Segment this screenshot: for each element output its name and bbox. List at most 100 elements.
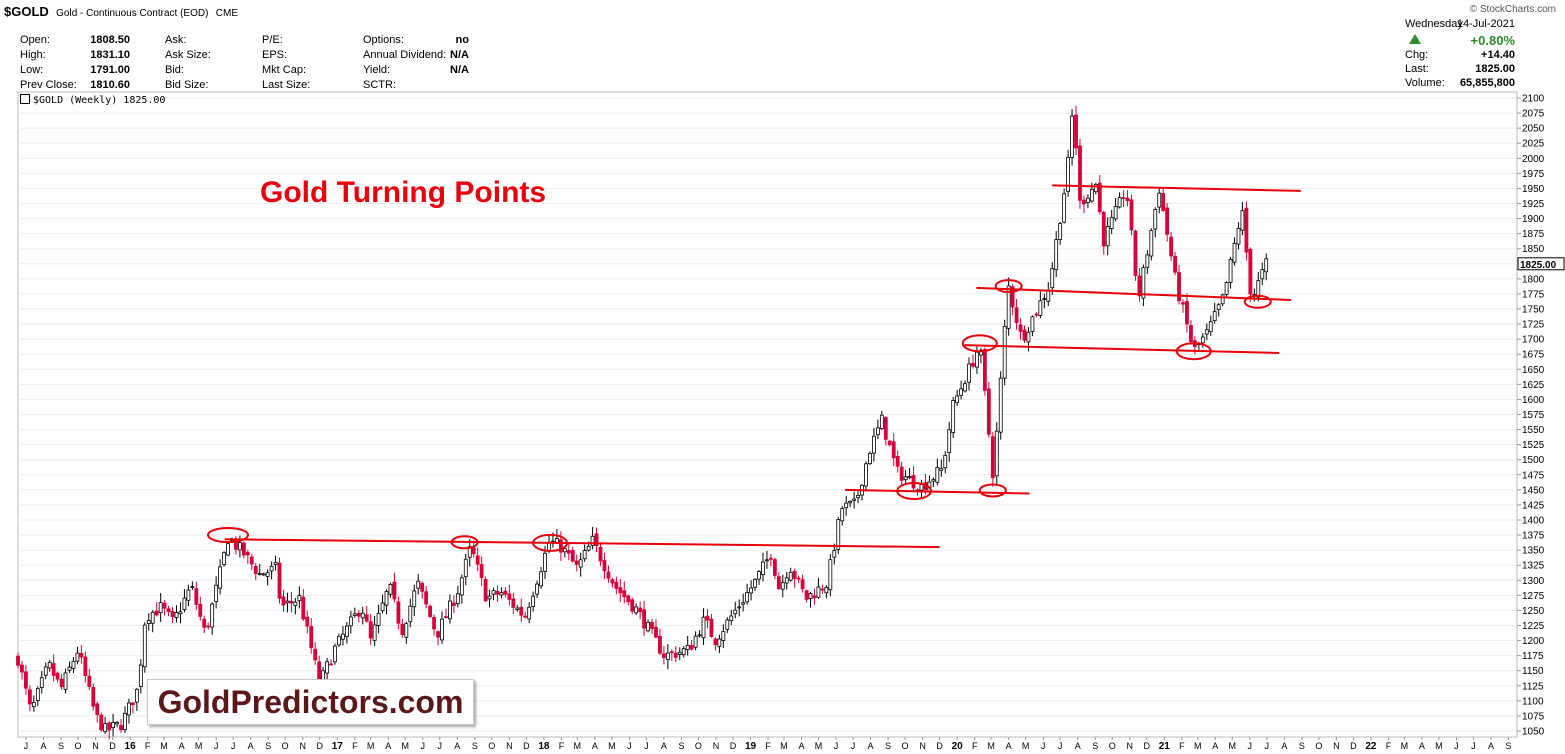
candle-down <box>301 596 306 620</box>
candle-up <box>780 582 785 590</box>
y-tick-label: 1600 <box>1522 395 1545 406</box>
candle-down <box>1129 199 1134 231</box>
candle-up <box>142 624 147 668</box>
y-tick-label: 1125 <box>1522 681 1544 692</box>
symbol-legend: $GOLD (Weekly) 1825.00 <box>20 94 165 106</box>
turning-point-circle <box>961 334 998 353</box>
candle-down <box>558 539 563 553</box>
x-tick-label: A <box>592 741 598 751</box>
candle-up <box>360 612 365 619</box>
candle-up <box>697 634 702 637</box>
candle-up <box>646 621 650 632</box>
candle-down <box>24 671 28 689</box>
quote-label: High: <box>20 49 46 61</box>
turning-point-circle <box>1175 342 1212 361</box>
candle-down <box>1014 307 1019 323</box>
candle-up <box>1089 188 1094 202</box>
x-tick-label: F <box>972 741 978 751</box>
x-tick-label: F <box>1179 741 1185 751</box>
x-tick-label: M <box>160 741 168 751</box>
quote-value: no <box>455 34 469 46</box>
candle-up <box>138 664 143 687</box>
candle-down <box>1078 145 1082 201</box>
quote-label: Ask: <box>165 34 187 46</box>
candle-down <box>154 610 159 616</box>
candle-up <box>1256 280 1261 298</box>
candle-down <box>451 602 456 606</box>
candle-up <box>293 601 298 606</box>
candle-down <box>329 663 333 666</box>
candle-down <box>277 562 282 599</box>
candle-down <box>1097 182 1102 213</box>
candle-down <box>662 653 666 658</box>
candle-up <box>994 430 999 477</box>
summary-value: 65,855,800 <box>1459 77 1515 89</box>
candle-up <box>412 590 417 608</box>
candle-down <box>820 588 825 591</box>
candle-down <box>253 566 258 574</box>
turning-point-circle <box>1243 294 1272 309</box>
candle-up <box>440 618 444 641</box>
candle-down <box>1022 329 1027 341</box>
x-tick-label: 16 <box>125 741 137 752</box>
candle-up <box>852 498 857 501</box>
x-tick-label: M <box>608 741 616 751</box>
quote-label: Last Size: <box>262 79 311 91</box>
candle-up <box>693 635 698 648</box>
y-tick-label: 1725 <box>1522 320 1545 331</box>
turning-point-circle <box>896 482 933 501</box>
summary-value: +14.40 <box>1481 49 1515 61</box>
candle-down <box>364 614 369 622</box>
candle-down <box>59 678 64 688</box>
y-tick-label: 1275 <box>1522 591 1545 602</box>
quote-value: 1808.50 <box>90 34 130 46</box>
candle-down <box>594 533 599 547</box>
candle-up <box>737 606 742 609</box>
trend-line <box>976 286 1292 301</box>
candle-up <box>134 688 139 703</box>
candle-up <box>1117 197 1122 208</box>
y-tick-label: 1175 <box>1522 651 1544 662</box>
candle-up <box>1216 304 1221 311</box>
chart-header: $GOLD Gold - Continuous Contract (EOD) C… <box>4 4 238 19</box>
quote-sctr-row: SCTR: <box>363 78 469 93</box>
quote-label: Low: <box>20 64 44 76</box>
x-tick-label: 19 <box>745 741 757 752</box>
y-tick-label: 1075 <box>1522 711 1545 722</box>
candle-down <box>475 555 480 565</box>
quote-label: EPS: <box>262 49 288 61</box>
summary-value: 1825.00 <box>1475 63 1515 75</box>
symbol-label: $GOLD <box>4 4 49 19</box>
candle-down <box>289 600 294 604</box>
candle-legend-icon <box>20 94 30 104</box>
summary-label: Volume: <box>1405 77 1445 89</box>
quote-dividend-row: Annual Dividend: N/A <box>363 48 469 63</box>
y-tick-label: 1975 <box>1522 169 1545 180</box>
x-tick-label: F <box>145 741 151 751</box>
x-tick-label: D <box>1350 741 1357 751</box>
candle-down <box>368 621 373 639</box>
candle-down <box>79 652 84 658</box>
x-tick-label: J <box>834 741 839 751</box>
y-tick-label: 1900 <box>1522 214 1545 225</box>
candle-down <box>705 615 710 621</box>
candle-up <box>404 623 409 638</box>
candle-up <box>875 427 880 436</box>
x-tick-label: N <box>713 741 720 751</box>
x-tick-label: N <box>1333 741 1340 751</box>
x-tick-label: J <box>1471 741 1476 751</box>
candle-up <box>665 652 670 660</box>
candle-up <box>539 571 543 587</box>
quote-value: 1791.00 <box>90 64 130 76</box>
turning-point-circle <box>207 527 250 544</box>
y-tick-label: 1450 <box>1522 485 1545 496</box>
candle-up <box>238 542 242 551</box>
candle-up <box>71 660 76 669</box>
x-tick-label: D <box>936 741 943 751</box>
candle-down <box>776 576 781 590</box>
candle-up <box>1260 269 1265 280</box>
candle-down <box>1133 230 1138 276</box>
candle-down <box>1169 236 1174 257</box>
candle-down <box>305 616 310 627</box>
y-tick-label: 1225 <box>1522 621 1545 632</box>
